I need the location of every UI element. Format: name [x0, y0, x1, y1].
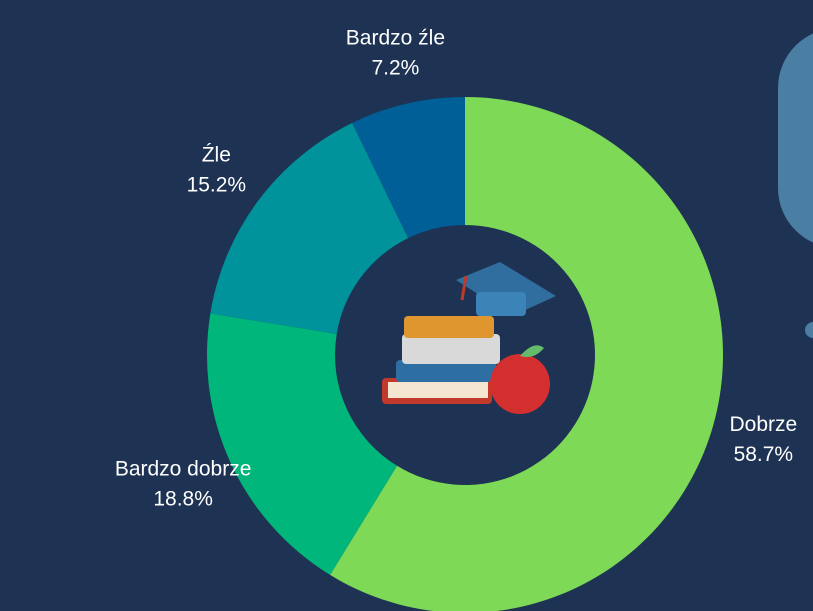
segment-value: 18.8%: [153, 488, 213, 511]
decor-dot: [805, 322, 813, 338]
decor-shape: [778, 33, 813, 243]
donut-segment: [207, 313, 398, 575]
center-icon: [382, 262, 556, 414]
donut: [207, 97, 723, 611]
segment-value: 58.7%: [734, 443, 794, 466]
segment-label: Bardzo źle: [346, 26, 445, 49]
donut-segment: [330, 97, 723, 611]
donut-segment: [210, 123, 409, 335]
segment-label: Bardzo dobrze: [115, 458, 252, 481]
segment-value: 7.2%: [371, 56, 419, 79]
segment-label: Źle: [202, 143, 231, 166]
donut-segment: [352, 97, 465, 239]
segment-value: 15.2%: [187, 173, 247, 196]
segment-label: Dobrze: [729, 413, 797, 436]
